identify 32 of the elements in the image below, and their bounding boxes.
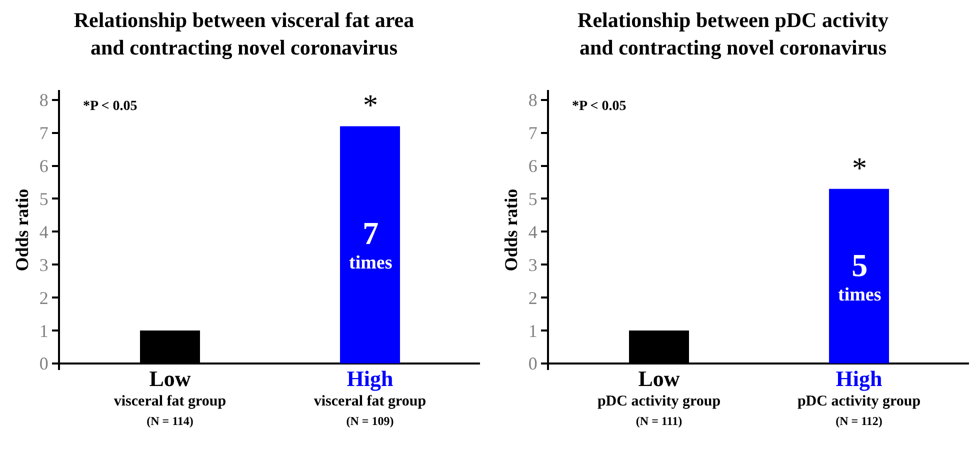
y-tick-label: 7 — [528, 123, 538, 144]
annotation: 5 times — [838, 247, 882, 306]
y-tick-label: 8 — [39, 90, 48, 110]
y-tick-label: 5 — [528, 189, 538, 210]
y-tick-label: 7 — [39, 123, 48, 144]
annotation: * — [852, 152, 867, 185]
y-tick-label: 6 — [39, 156, 48, 176]
x-tick-label: High pDC activity group (N = 112) — [797, 366, 921, 428]
annotation: * — [363, 89, 378, 122]
chart-title: Relationship between visceral fat area and contracting novel coronavirus — [74, 8, 415, 60]
annotation: *P < 0.05 — [83, 99, 138, 114]
y-tick-label: 6 — [528, 156, 538, 176]
y-tick-label: 1 — [528, 320, 538, 341]
x-tick-label: Low visceral fat group (N = 114) — [114, 366, 226, 428]
y-tick-label: 2 — [528, 288, 538, 308]
y-axis-title: Odds ratio — [501, 188, 522, 272]
y-tick-label: 4 — [528, 222, 538, 242]
y-axis-title: Odds ratio — [12, 188, 32, 272]
y-tick-label: 3 — [528, 254, 538, 275]
y-tick-label: 5 — [39, 189, 48, 210]
y-tick-label: 0 — [39, 354, 48, 374]
annotation: 7 times — [349, 215, 392, 274]
y-tick-label: 1 — [39, 320, 48, 341]
x-tick-label: Low pDC activity group (N = 111) — [597, 366, 721, 428]
annotation: *P < 0.05 — [572, 99, 626, 114]
chart-title: Relationship between pDC activity and contracting novel coronavirus — [578, 8, 889, 60]
y-tick-label: 8 — [528, 90, 538, 110]
y-tick-label: 2 — [39, 288, 48, 308]
y-tick-label: 0 — [528, 354, 538, 374]
y-tick-label: 3 — [39, 254, 48, 275]
x-tick-label: High visceral fat group (N = 109) — [314, 366, 426, 428]
y-tick-label: 4 — [39, 222, 48, 242]
